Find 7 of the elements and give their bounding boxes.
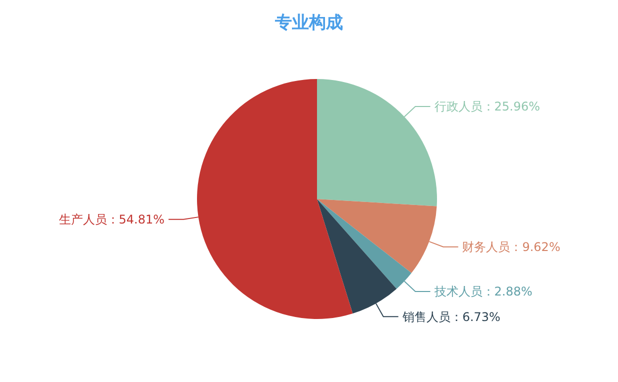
slice-label: 销售人员：6.73% bbox=[401, 310, 500, 324]
pie-slice bbox=[317, 199, 397, 314]
slice-label: 财务人员：9.62% bbox=[462, 240, 560, 254]
slice-label: 生产人员：54.81% bbox=[58, 212, 165, 227]
slice-label: 行政人员：25.96% bbox=[434, 100, 540, 114]
chart-title: 专业构成 bbox=[274, 13, 343, 33]
slice-label: 技术人员：2.88% bbox=[433, 284, 532, 299]
